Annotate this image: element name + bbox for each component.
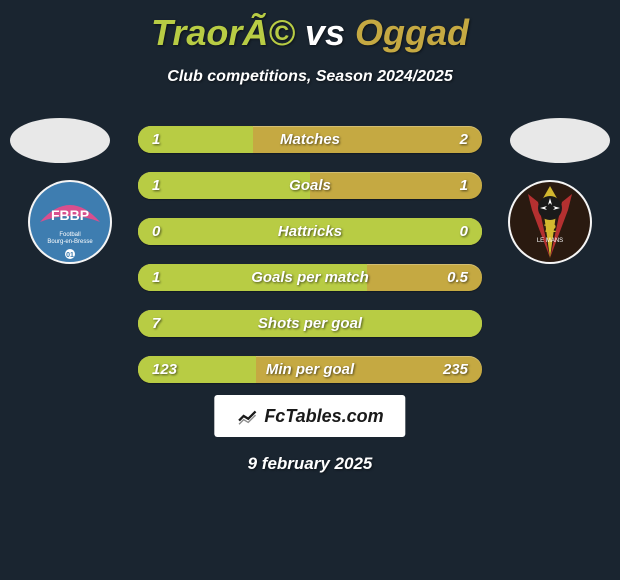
page-title: TraorÃ© vs Oggad: [0, 0, 620, 54]
vs-text: vs: [305, 12, 345, 53]
footer-date: 9 february 2025: [0, 454, 620, 474]
player2-name: Oggad: [355, 12, 469, 53]
club-left-icon: FBBP Football Bourg-en-Bresse 01: [28, 180, 112, 264]
stat-label: Matches: [138, 131, 482, 148]
svg-text:01: 01: [66, 252, 74, 259]
svg-text:LE MANS: LE MANS: [537, 238, 563, 244]
stat-label: Goals: [138, 177, 482, 194]
svg-text:FBBP: FBBP: [51, 207, 89, 223]
stat-value-right: 2: [460, 131, 468, 148]
stat-row: 1Matches2: [138, 126, 482, 153]
player1-name: TraorÃ©: [151, 12, 295, 53]
footer-site-text: FcTables.com: [264, 406, 383, 427]
stat-value-right: 0: [460, 223, 468, 240]
player1-avatar: [10, 118, 110, 163]
stat-row: 123Min per goal235: [138, 356, 482, 383]
chart-icon: [236, 405, 258, 427]
club-right-icon: 72 LE MANS: [508, 180, 592, 264]
svg-text:Bourg-en-Bresse: Bourg-en-Bresse: [47, 239, 93, 245]
club-left-badge: FBBP Football Bourg-en-Bresse 01: [28, 180, 112, 264]
subtitle: Club competitions, Season 2024/2025: [0, 68, 620, 86]
player2-avatar: [510, 118, 610, 163]
club-right-badge: 72 LE MANS: [508, 180, 592, 264]
svg-text:Football: Football: [59, 232, 80, 238]
stat-label: Min per goal: [138, 361, 482, 378]
stat-row: 0Hattricks0: [138, 218, 482, 245]
stat-row: 1Goals per match0.5: [138, 264, 482, 291]
stat-value-right: 1: [460, 177, 468, 194]
stat-label: Hattricks: [138, 223, 482, 240]
stat-label: Shots per goal: [138, 315, 482, 332]
stat-row: 7Shots per goal: [138, 310, 482, 337]
stat-value-right: 235: [443, 361, 468, 378]
stat-label: Goals per match: [138, 269, 482, 286]
svg-text:72: 72: [544, 223, 556, 235]
stat-value-right: 0.5: [447, 269, 468, 286]
stats-container: 1Matches21Goals10Hattricks01Goals per ma…: [138, 126, 482, 402]
footer-site-badge[interactable]: FcTables.com: [214, 395, 405, 437]
stat-row: 1Goals1: [138, 172, 482, 199]
